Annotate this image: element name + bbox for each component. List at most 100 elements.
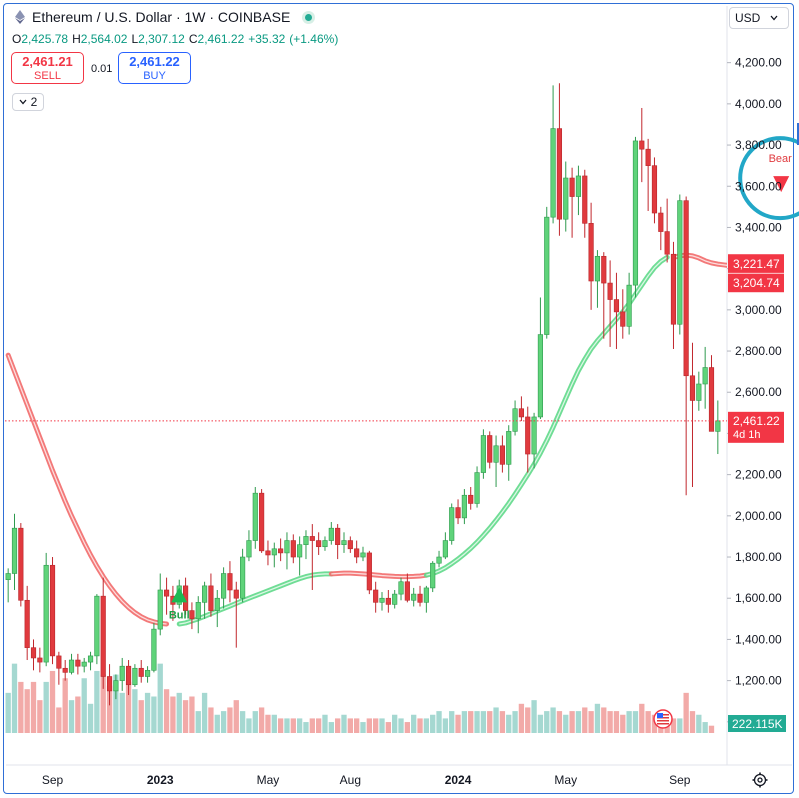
volume-bar (62, 678, 68, 733)
candle-body (62, 667, 68, 673)
price-tick-label: 4,200.00 (735, 56, 782, 70)
candle-body (417, 593, 423, 603)
volume-bar (201, 692, 208, 733)
candle-body (316, 540, 322, 548)
ohlc-key: O (12, 32, 22, 46)
candle-body (208, 585, 214, 611)
volume-bar (651, 714, 658, 733)
candle-body (487, 435, 493, 463)
buy-label: BUY (143, 70, 166, 82)
indicators-collapse-button[interactable]: 2 (12, 93, 44, 111)
volume-bar (208, 707, 214, 733)
ohlc-value: (+1.46%) (289, 32, 339, 46)
candle-body (626, 284, 632, 327)
buy-button[interactable]: 2,461.22 BUY (118, 52, 191, 84)
candle-body (163, 589, 170, 597)
candle-body (689, 375, 696, 401)
candle-body (278, 548, 284, 554)
candle-body (341, 540, 347, 545)
volume-bar (157, 663, 163, 733)
volume-bar (360, 722, 366, 733)
volume-bar (334, 718, 341, 733)
volume-bar (132, 689, 138, 733)
price-tick-label: 1,600.00 (735, 591, 782, 605)
candle-body (480, 435, 486, 473)
price-tick-label: 2,200.00 (735, 468, 782, 482)
volume-bar (277, 718, 284, 733)
volume-badge (728, 715, 786, 732)
ohlc-value: 2,425.78 (21, 32, 69, 46)
volume-bar (620, 714, 626, 733)
last-price-badge (728, 411, 784, 443)
volume-bar (639, 703, 645, 733)
candle-body (518, 408, 524, 418)
volume-bar (170, 696, 176, 733)
candle-body (645, 148, 651, 166)
candle-body (607, 282, 613, 300)
volume-bar (113, 674, 119, 733)
price-tick-label: 1,400.00 (735, 632, 782, 646)
volume-bar (506, 714, 512, 733)
time-tick-label: Sep (669, 773, 691, 787)
volume-bar (176, 692, 182, 733)
price-tick-label: 1,800.00 (735, 550, 782, 564)
volume-bar (125, 681, 132, 733)
candle-body (87, 655, 94, 663)
candle-body (436, 556, 442, 564)
time-axis[interactable]: Sep 2023 May Aug 2024 May Sep (42, 773, 691, 787)
candle-body (284, 540, 290, 554)
candle-body (119, 665, 125, 681)
candle-body (442, 540, 448, 558)
volume-bar (392, 714, 398, 733)
volume-bar (252, 711, 258, 733)
ma-ribbon-centerline (7, 354, 167, 625)
moving-average-ribbon (5, 252, 727, 627)
scroll-marker[interactable] (797, 123, 799, 145)
volume-bar (436, 711, 442, 733)
volume-bar (569, 711, 575, 733)
volume-bar (468, 711, 474, 733)
candle-body (702, 367, 708, 385)
volume-bar (677, 718, 683, 733)
volume-bar (315, 718, 322, 733)
candle-body (303, 536, 309, 545)
bear-signal-arrow (773, 176, 790, 193)
volume-bar (430, 714, 436, 733)
time-tick-label: 2023 (147, 773, 174, 787)
volume-bar (144, 692, 151, 733)
candle-body (506, 431, 512, 465)
gear-icon[interactable] (752, 772, 768, 788)
volume-bar (404, 722, 411, 733)
price-tick-label: 1,200.00 (735, 674, 782, 688)
currency-select[interactable]: USD (729, 7, 789, 29)
ohlc-value: 2,564.02 (80, 32, 128, 46)
volume-bar (5, 692, 11, 733)
candle-body (499, 445, 505, 465)
ma-price-label: 3,221.47 (733, 257, 780, 271)
candle-body (537, 334, 543, 418)
candle-body (271, 548, 277, 556)
candle-body (125, 665, 132, 686)
volume-bar (531, 700, 537, 733)
price-axis[interactable]: 1,000.001,200.001,400.001,600.001,800.00… (727, 56, 786, 732)
candle-body (214, 597, 220, 611)
candle-body (556, 128, 563, 220)
candle-body (360, 552, 366, 558)
us-economic-event-icon[interactable] (653, 709, 673, 729)
volume-bar (582, 707, 588, 733)
volume-bar (696, 714, 702, 733)
volume-bar (18, 681, 24, 733)
highlight-circle (738, 136, 799, 221)
market-open-icon (302, 10, 316, 24)
candle-body (56, 655, 62, 669)
price-tick-label: 2,600.00 (735, 385, 782, 399)
volume-bar (347, 718, 353, 733)
symbol-header[interactable]: Ethereum / U.S. Dollar · 1W · COINBASE (14, 9, 316, 25)
candle-body (75, 659, 81, 667)
volume-bar (544, 711, 550, 733)
volume-bar (284, 718, 290, 733)
candle-body (335, 527, 341, 545)
sell-button[interactable]: 2,461.21 SELL (11, 52, 84, 84)
bear-signal-label: Bear (769, 153, 793, 165)
